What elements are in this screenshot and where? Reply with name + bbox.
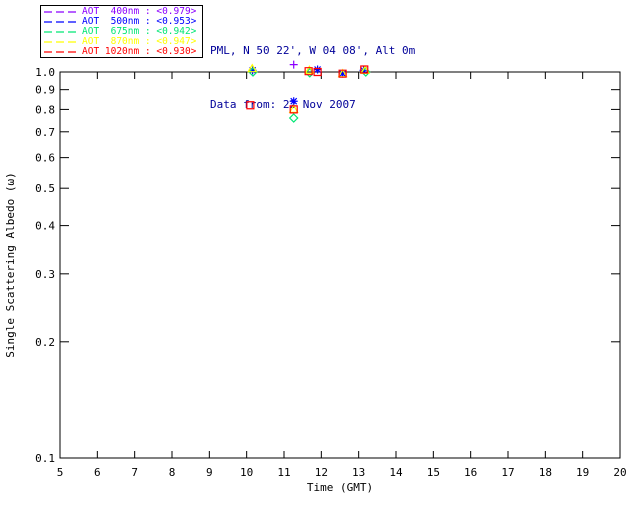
x-tick-label: 20 [613, 466, 626, 479]
legend-dash-line [44, 31, 78, 33]
data-point-aot-1020nm [360, 65, 369, 74]
legend-label: AOT 400nm : <0.979> [82, 6, 197, 17]
legend-dash-line [44, 21, 78, 23]
x-tick-label: 8 [169, 466, 176, 479]
y-tick-label: 0.4 [35, 220, 55, 233]
legend-entry-1020nm: AOT 1020nm : <0.930> [44, 47, 199, 57]
legend-label: AOT 675nm : <0.942> [82, 26, 197, 37]
data-point-aot-1020nm [246, 101, 255, 110]
data-point-aot-675nm [288, 113, 299, 123]
y-tick-label: 1.0 [35, 66, 55, 79]
x-tick-label: 14 [389, 466, 403, 479]
legend-entry-870nm: AOT 870nm : <0.947> [44, 37, 199, 47]
legend-label: AOT 870nm : <0.947> [82, 36, 197, 47]
x-tick-label: 6 [94, 466, 101, 479]
legend-entry-500nm: AOT 500nm : <0.953> [44, 17, 199, 27]
x-axis-title: Time (GMT) [307, 481, 373, 494]
legend-dash-line [44, 11, 78, 13]
data-point-aot-500nm [313, 65, 322, 74]
data-point-aot-400nm [289, 60, 298, 69]
x-tick-label: 15 [427, 466, 440, 479]
data-point-aot-1020nm [338, 69, 347, 78]
site-title: PML, N 50 22', W 04 08', Alt 0m [210, 44, 416, 57]
x-tick-label: 19 [576, 466, 589, 479]
x-tick-label: 5 [57, 466, 64, 479]
x-tick-label: 11 [277, 466, 290, 479]
x-tick-label: 18 [539, 466, 552, 479]
legend-entry-400nm: AOT 400nm : <0.979> [44, 7, 199, 17]
legend-label: AOT 500nm : <0.953> [82, 16, 197, 27]
data-point-aot-870nm [304, 65, 315, 74]
data-point-aot-1020nm [313, 67, 322, 77]
x-tick-label: 12 [315, 466, 328, 479]
x-tick-label: 7 [131, 466, 138, 479]
y-tick-label: 0.2 [35, 336, 55, 349]
x-tick-label: 17 [501, 466, 514, 479]
x-tick-label: 10 [240, 466, 253, 479]
y-tick-label: 0.5 [35, 182, 55, 195]
y-tick-label: 0.9 [35, 84, 55, 97]
legend-dash-line [44, 51, 78, 53]
data-point-aot-1020nm [304, 67, 313, 76]
data-point-aot-500nm [289, 97, 298, 106]
y-tick-label: 0.7 [35, 126, 55, 139]
x-tick-label: 13 [352, 466, 365, 479]
y-tick-label: 0.6 [35, 152, 55, 165]
y-tick-label: 0.1 [35, 452, 55, 465]
plot-frame [59, 71, 621, 459]
y-tick-label: 0.8 [35, 103, 55, 116]
legend-box: AOT 400nm : <0.979> AOT 500nm : <0.953> AO… [40, 5, 203, 58]
legend-dash-line [44, 41, 78, 43]
x-tick-label: 9 [206, 466, 213, 479]
data-point-aot-1020nm [289, 105, 298, 114]
y-tick-label: 0.3 [35, 268, 55, 281]
y-axis-title: Single Scattering Albedo (ω) [4, 172, 17, 357]
legend-label: AOT 1020nm : <0.930> [82, 46, 197, 57]
legend-entry-675nm: AOT 675nm : <0.942> [44, 27, 199, 37]
x-tick-label: 16 [464, 466, 477, 479]
data-point-aot-500nm [248, 66, 257, 75]
data-point-aot-500nm [338, 69, 347, 78]
data-point-aot-870nm [247, 63, 258, 73]
